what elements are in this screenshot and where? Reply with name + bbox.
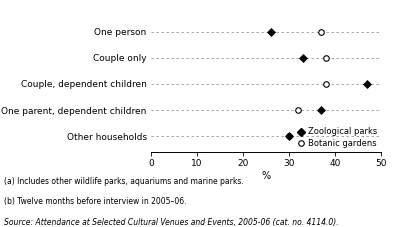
Text: (a) Includes other wildlife parks, aquariums and marine parks.: (a) Includes other wildlife parks, aquar… bbox=[4, 177, 244, 186]
Legend: Zoological parks, Botanic gardens: Zoological parks, Botanic gardens bbox=[297, 127, 377, 148]
Text: (b) Twelve months before interview in 2005–06.: (b) Twelve months before interview in 20… bbox=[4, 197, 187, 207]
X-axis label: %: % bbox=[262, 171, 270, 181]
Text: Source: Attendance at Selected Cultural Venues and Events, 2005-06 (cat. no. 411: Source: Attendance at Selected Cultural … bbox=[4, 218, 339, 227]
